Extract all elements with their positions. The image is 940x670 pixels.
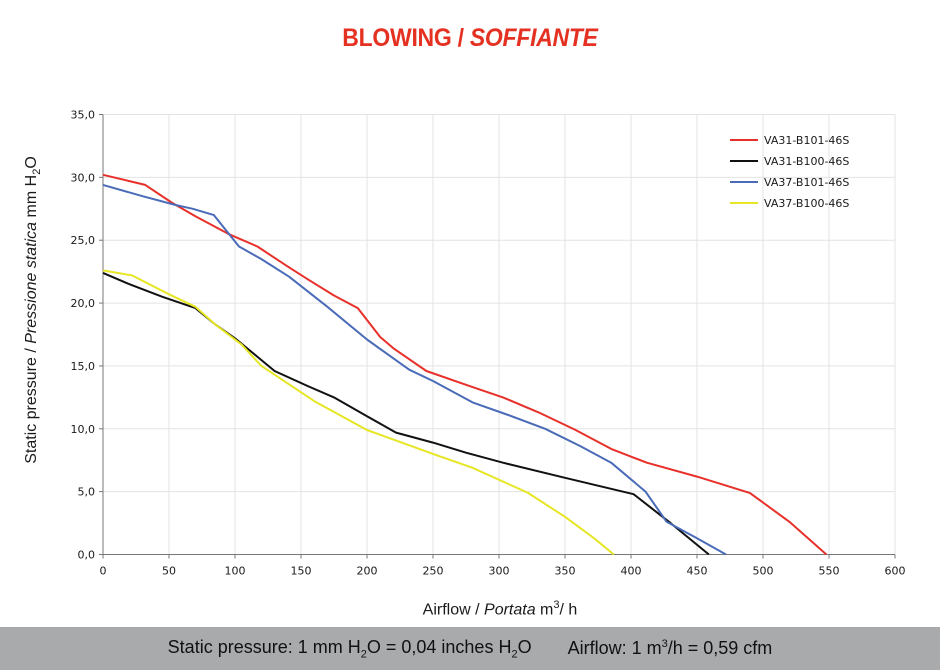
- conversion-footer: Static pressure: 1 mm H2O = 0,04 inches …: [0, 627, 940, 670]
- airflow-conversion: Airflow: 1 m3/h = 0,59 cfm: [568, 638, 773, 659]
- x-tick-label: 300: [489, 565, 510, 578]
- x-tick-label: 200: [357, 565, 378, 578]
- y-tick-label: 0,0: [78, 549, 96, 562]
- legend-label-va37-b100-46s: VA37-B100-46S: [764, 197, 849, 210]
- series-line-va37-b101-46s: [102, 183, 727, 556]
- x-tick-label: 400: [621, 565, 642, 578]
- pressure-airflow-chart: 0 50 100 150 200 250 300 350 400 450 500 550 600 0,0 5…: [71, 109, 906, 578]
- y-tick-label: 10,0: [71, 423, 96, 436]
- airflow-conversion-pre: Airflow: 1 m: [567, 638, 662, 658]
- x-tick-label: 350: [555, 565, 576, 578]
- pressure-conversion-sub2: 2: [511, 648, 518, 661]
- chart-title-italic: SOFFIANTE: [469, 24, 598, 52]
- legend-label-va31-b101-46s: VA31-B101-46S: [764, 134, 849, 147]
- y-axis-unit-post: O: [23, 156, 40, 169]
- x-axis-label-italic: Portata: [484, 601, 536, 619]
- x-tick-label: 150: [291, 565, 312, 578]
- pressure-conversion-post: O: [517, 636, 532, 657]
- x-tick-label: 450: [687, 565, 708, 578]
- x-tick-label: 250: [423, 565, 444, 578]
- x-tick-label: 50: [162, 565, 176, 578]
- x-axis-unit-sup: 3: [553, 599, 560, 611]
- pressure-conversion-sub1: 2: [360, 648, 367, 661]
- series-line-va37-b100-46s: [102, 269, 615, 556]
- y-tick-label: 25,0: [71, 234, 96, 247]
- y-tick-label: 15,0: [71, 360, 96, 373]
- pressure-conversion: Static pressure: 1 mm H2O = 0,04 inches …: [168, 637, 532, 661]
- airflow-conversion-post: /h = 0,59 cfm: [667, 638, 773, 658]
- x-axis-label-prefix: Airflow /: [422, 601, 485, 619]
- series-lines: [102, 173, 828, 556]
- pressure-conversion-mid: O = 0,04 inches H: [366, 636, 512, 657]
- y-tick-label: 30,0: [71, 171, 96, 184]
- x-tick-label: 0: [100, 565, 107, 578]
- y-tick-label: 5,0: [78, 486, 96, 499]
- chart-title: BLOWING / SOFFIANTE: [38, 24, 903, 53]
- series-line-va31-b101-46s: [102, 173, 828, 556]
- legend-label-va37-b101-46s: VA37-B101-46S: [764, 176, 849, 189]
- x-tick-label: 600: [885, 565, 906, 578]
- x-tick-label: 100: [225, 565, 246, 578]
- legend: VA31-B101-46S VA31-B100-46S VA37-B101-46S V…: [730, 134, 849, 210]
- y-tick-label: 20,0: [71, 297, 96, 310]
- chart-title-main: BLOWING /: [342, 24, 470, 52]
- x-axis-unit-post: / h: [559, 601, 578, 619]
- y-axis-unit-sub: 2: [31, 168, 44, 175]
- y-axis-label-prefix: Static pressure /: [23, 343, 40, 464]
- y-axis-label: Static pressure / Pressione statica mm H…: [23, 90, 45, 530]
- airflow-conversion-sup: 3: [661, 638, 668, 650]
- y-axis-label-italic: Pressione statica: [23, 221, 40, 344]
- grid-lines: [103, 114, 896, 555]
- pressure-conversion-pre: Static pressure: 1 mm H: [167, 636, 361, 657]
- x-axis-label: Airflow / Portata m3/ h: [0, 599, 940, 619]
- legend-label-va31-b100-46s: VA31-B100-46S: [764, 155, 849, 168]
- x-tick-label: 500: [753, 565, 774, 578]
- y-axis-unit: mm H: [23, 174, 40, 222]
- x-tick-label: 550: [819, 565, 840, 578]
- x-axis-unit: m: [535, 601, 554, 619]
- y-tick-label: 35,0: [71, 109, 96, 122]
- tick-labels: 0 50 100 150 200 250 300 350 400 450 500 550 600 0,0 5…: [71, 109, 906, 578]
